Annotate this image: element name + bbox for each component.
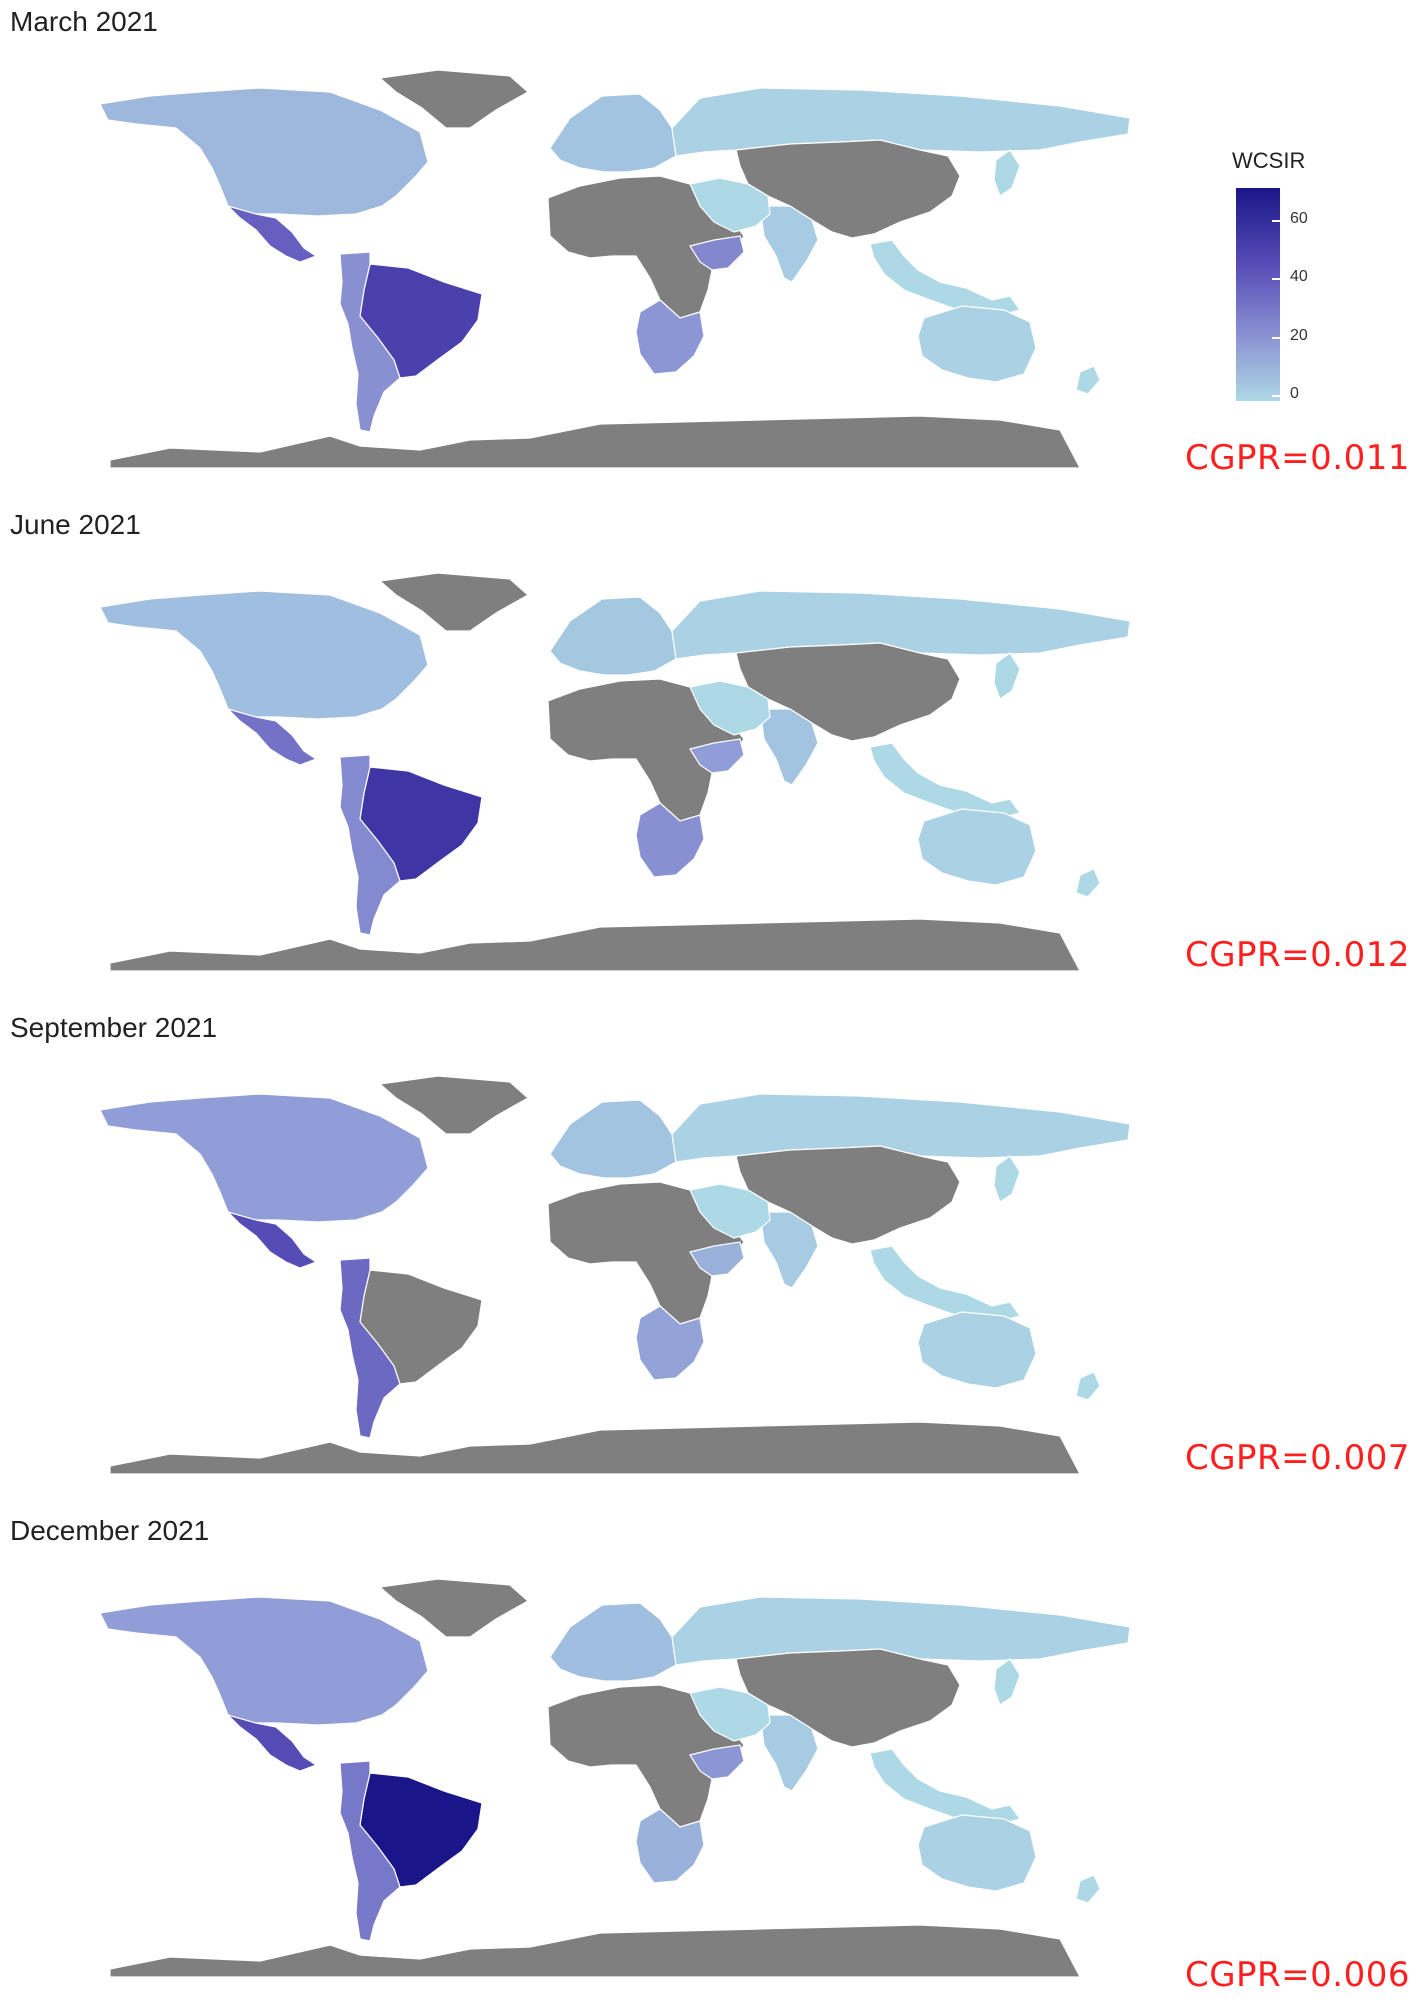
- legend-tick: [1272, 395, 1280, 397]
- region-antarctica: [109, 918, 1081, 972]
- region-japan: [993, 1155, 1021, 1203]
- cgpr-label: CGPR=0.006: [1184, 1955, 1410, 1995]
- region-new-zealand: [1075, 1874, 1101, 1904]
- legend-label: 40: [1290, 268, 1308, 285]
- region-north-america: [99, 590, 429, 720]
- region-horn-africa: [689, 1241, 745, 1277]
- region-australia: [917, 808, 1037, 886]
- region-mexico: [225, 707, 318, 766]
- region-india: [759, 205, 819, 283]
- region-antarctica: [109, 1924, 1081, 1978]
- region-japan: [993, 149, 1021, 197]
- region-australia: [917, 1814, 1037, 1892]
- region-southern-africa: [635, 299, 705, 375]
- region-se-asia: [869, 1245, 1021, 1325]
- region-antarctica: [109, 1421, 1081, 1475]
- region-new-zealand: [1075, 868, 1101, 898]
- legend-tick: [1272, 220, 1280, 222]
- region-greenland: [378, 1075, 530, 1135]
- region-australia: [917, 305, 1037, 383]
- region-india: [759, 708, 819, 786]
- legend-tick: [1272, 337, 1280, 339]
- region-japan: [993, 652, 1021, 700]
- region-new-zealand: [1075, 365, 1101, 395]
- panel-title: March 2021: [10, 6, 158, 37]
- region-new-zealand: [1075, 1371, 1101, 1401]
- region-se-asia: [869, 742, 1021, 822]
- region-mexico: [225, 204, 318, 263]
- region-europe: [549, 93, 677, 173]
- region-southern-africa: [635, 1808, 705, 1884]
- region-middle-east: [689, 1686, 771, 1742]
- panel-title: June 2021: [10, 509, 141, 540]
- panel-title: December 2021: [10, 1515, 210, 1546]
- region-south-america: [339, 1257, 401, 1439]
- legend-label: 60: [1290, 210, 1308, 227]
- region-greenland: [378, 572, 530, 632]
- region-north-america: [99, 87, 429, 217]
- world-map: [99, 1075, 1131, 1475]
- region-south-america: [339, 1760, 401, 1942]
- legend-label: 0: [1290, 385, 1299, 402]
- region-southern-africa: [635, 1305, 705, 1381]
- region-australia: [917, 1311, 1037, 1389]
- legend-label: 20: [1290, 327, 1308, 344]
- region-south-america: [339, 754, 401, 936]
- region-horn-africa: [689, 738, 745, 774]
- region-greenland: [378, 69, 530, 129]
- legend-gradient-bar: [1236, 188, 1280, 401]
- region-north-america: [99, 1093, 429, 1223]
- region-europe: [549, 596, 677, 676]
- region-japan: [993, 1658, 1021, 1706]
- region-antarctica: [109, 415, 1081, 469]
- region-africa-nodata: [547, 1684, 745, 1828]
- region-se-asia: [869, 1748, 1021, 1828]
- region-southern-africa: [635, 802, 705, 878]
- region-middle-east: [689, 680, 771, 736]
- region-europe: [549, 1602, 677, 1682]
- legend-title: WCSIR: [1232, 148, 1306, 173]
- region-greenland: [378, 1578, 530, 1638]
- region-africa-nodata: [547, 175, 745, 319]
- region-mexico: [225, 1713, 318, 1772]
- cgpr-label: CGPR=0.012: [1184, 935, 1410, 975]
- region-mexico: [225, 1210, 318, 1269]
- region-middle-east: [689, 1183, 771, 1239]
- region-south-america: [339, 251, 401, 433]
- region-north-america: [99, 1596, 429, 1726]
- region-se-asia: [869, 239, 1021, 319]
- cgpr-label: CGPR=0.011: [1184, 438, 1410, 478]
- region-horn-africa: [689, 235, 745, 271]
- legend-tick: [1272, 278, 1280, 280]
- map-panel-3: December 2021 CGPR=0.006: [0, 1509, 1418, 2012]
- region-horn-africa: [689, 1744, 745, 1780]
- cgpr-label: CGPR=0.007: [1184, 1438, 1410, 1478]
- panel-title: September 2021: [10, 1012, 218, 1043]
- world-map: [99, 572, 1131, 972]
- world-map: [99, 1578, 1131, 1978]
- map-panel-0: March 2021 CGPR=0.011: [0, 0, 1418, 503]
- region-africa-nodata: [547, 1181, 745, 1325]
- region-india: [759, 1211, 819, 1289]
- region-europe: [549, 1099, 677, 1179]
- world-map: [99, 69, 1131, 469]
- map-panel-1: June 2021 CGPR=0.012: [0, 503, 1418, 1006]
- region-africa-nodata: [547, 678, 745, 822]
- region-middle-east: [689, 177, 771, 233]
- map-panel-2: September 2021 CGPR=0.007: [0, 1006, 1418, 1509]
- region-india: [759, 1714, 819, 1792]
- color-legend: WCSIR 60 40 20 0: [1224, 148, 1344, 408]
